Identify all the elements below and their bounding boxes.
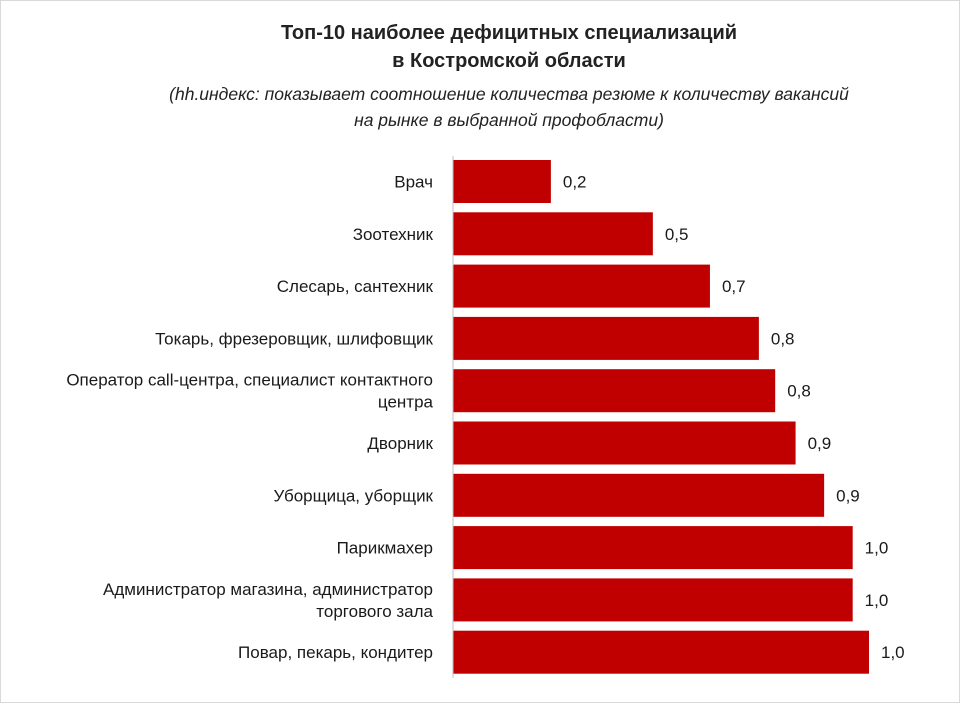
category-label-5: Оператор call-центра, специалист контакт… <box>66 371 433 412</box>
category-label-9: Администратор магазина, администратор тор… <box>103 580 434 621</box>
chart-title: Топ-10 наиболее дефицитных специализаций… <box>1 19 960 75</box>
bar-9 <box>453 578 853 622</box>
value-label-3: 0,7 <box>722 277 746 296</box>
value-label-4: 0,8 <box>771 329 795 348</box>
category-label-2: Зоотехник <box>353 225 434 244</box>
chart-subtitle-line-2: на рынке в выбранной профобласти) <box>354 110 664 130</box>
value-label-8: 1,0 <box>865 539 889 558</box>
chart-subtitle-line-1: (hh.индекс: показывает соотношение колич… <box>169 84 849 104</box>
value-label-9: 1,0 <box>865 591 889 610</box>
bar-1 <box>453 160 551 203</box>
value-label-2: 0,5 <box>665 225 689 244</box>
value-label-10: 1,0 <box>881 643 905 662</box>
value-label-6: 0,9 <box>808 434 832 453</box>
category-label-7: Уборщица, уборщик <box>274 486 434 505</box>
bar-6 <box>453 421 796 465</box>
value-label-1: 0,2 <box>563 173 587 192</box>
value-label-7: 0,9 <box>836 486 860 505</box>
category-label-8: Парикмахер <box>337 539 433 558</box>
category-label-4: Токарь, фрезеровщик, шлифовщик <box>155 329 433 348</box>
bar-10 <box>453 630 869 674</box>
category-label-1: Врач <box>394 173 433 192</box>
bar-3 <box>453 264 710 308</box>
chart-title-line-1: Топ-10 наиболее дефицитных специализаций <box>280 22 738 44</box>
chart-title-line-2: в Костромской области <box>392 50 626 72</box>
bar-7 <box>453 473 825 517</box>
category-label-6: Дворник <box>367 434 433 453</box>
chart-subtitle: (hh.индекс: показывает соотношение колич… <box>1 81 960 133</box>
bar-2 <box>453 212 653 256</box>
bar-4 <box>453 316 759 360</box>
bar-8 <box>453 526 853 570</box>
category-label-10: Повар, пекарь, кондитер <box>238 643 433 662</box>
category-label-3: Слесарь, сантехник <box>277 277 434 296</box>
value-label-5: 0,8 <box>787 382 811 401</box>
bar-5 <box>453 369 776 413</box>
